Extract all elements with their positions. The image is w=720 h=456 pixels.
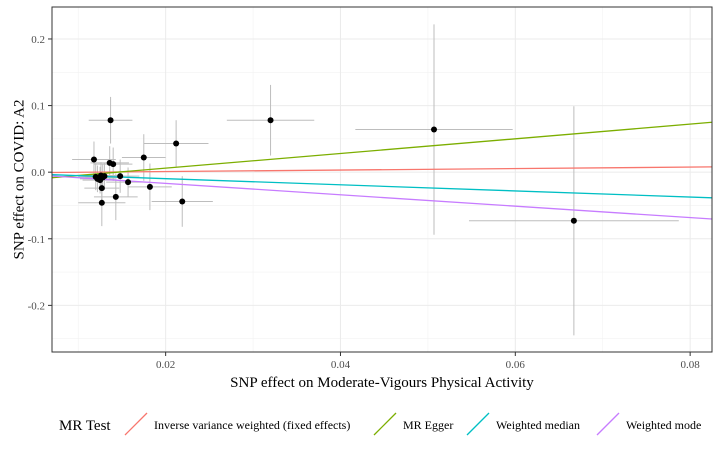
fit-line (51, 121, 713, 179)
x-tick-label: 0.02 (156, 359, 175, 371)
grid-major (52, 7, 712, 352)
data-point (267, 117, 274, 124)
data-point (90, 156, 97, 163)
legend-label: Inverse variance weighted (fixed effects… (154, 418, 350, 432)
legend-key (373, 412, 397, 436)
legend-key (466, 412, 490, 436)
legend-item: MR Egger (373, 412, 453, 436)
data-point (107, 117, 114, 124)
x-axis-ticks: 0.02 0.04 0.06 0.08 (156, 352, 700, 371)
x-tick-label: 0.06 (506, 359, 526, 371)
y-tick-label: -0.1 (28, 234, 45, 246)
panel-border (51, 6, 713, 353)
data-points (90, 117, 577, 224)
data-point (98, 199, 105, 206)
data-point (140, 154, 147, 161)
data-point (570, 217, 577, 224)
fit-line (51, 174, 713, 199)
x-tick-label: 0.08 (681, 359, 701, 371)
data-point (98, 185, 105, 192)
legend-label: MR Egger (403, 418, 453, 432)
legend-label: Weighted median (496, 418, 580, 432)
legend-item: Weighted median (466, 412, 580, 436)
data-point (179, 198, 186, 205)
legend-key (596, 412, 620, 436)
legend-item: Weighted mode (596, 412, 701, 436)
legend-item: Inverse variance weighted (fixed effects… (124, 412, 350, 436)
legend: MR Test Inverse variance weighted (fixed… (59, 412, 701, 436)
legend-items: Inverse variance weighted (fixed effects… (124, 412, 701, 436)
y-tick-label: 0.1 (31, 101, 45, 113)
data-point (101, 173, 108, 180)
x-tick-label: 0.04 (331, 359, 351, 371)
data-point (117, 173, 124, 180)
data-point (125, 179, 132, 186)
y-axis-title: SNP effect on COVID: A2 (11, 100, 27, 260)
y-tick-label: 0.2 (31, 34, 45, 46)
legend-key (124, 412, 148, 436)
data-point (146, 183, 153, 190)
legend-title: MR Test (59, 418, 111, 434)
fit-line (51, 175, 713, 220)
y-tick-label: 0.0 (31, 167, 45, 179)
data-point (112, 193, 119, 200)
fit-lines (51, 121, 713, 220)
x-axis-title: SNP effect on Moderate-Vigours Physical … (230, 375, 534, 391)
error-bars (72, 24, 679, 336)
grid-minor (52, 7, 712, 352)
y-axis-ticks: -0.2 -0.1 0.0 0.1 0.2 (28, 34, 52, 312)
fit-line (51, 166, 713, 174)
data-point (110, 161, 117, 168)
y-tick-label: -0.2 (28, 300, 45, 312)
data-point (173, 140, 180, 147)
data-point (431, 126, 438, 133)
legend-label: Weighted mode (626, 418, 701, 432)
